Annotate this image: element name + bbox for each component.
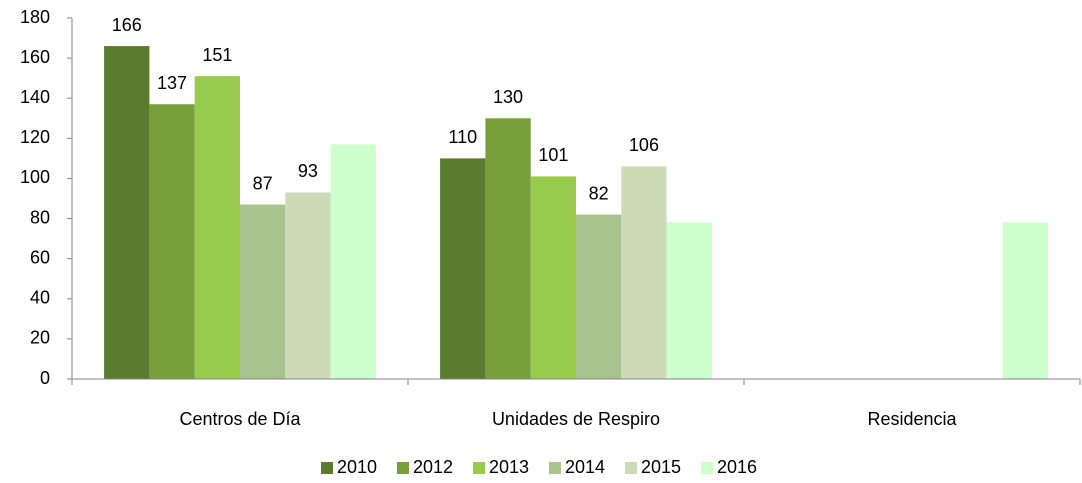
data-label: 87 [253,173,273,193]
bar [104,46,150,379]
legend-label: 2016 [717,457,757,477]
bar [440,158,486,379]
bar [285,192,331,379]
data-label: 166 [112,15,142,35]
bar [621,166,667,379]
x-tick-label: Centros de Día [179,409,301,429]
data-label: 82 [589,183,609,203]
legend-label: 2013 [489,457,529,477]
bar [1002,222,1048,379]
data-label: 110 [448,127,477,147]
y-tick-label: 100 [20,167,50,187]
y-tick-label: 0 [40,368,50,388]
legend-swatch [549,462,561,474]
y-tick-label: 20 [30,328,50,348]
y-tick-label: 120 [20,127,50,147]
legend-swatch [625,462,637,474]
legend-swatch [321,462,333,474]
bar [666,222,712,379]
data-label: 101 [538,145,568,165]
data-label: 93 [298,161,318,181]
bar [530,176,576,379]
data-label: 137 [157,73,187,93]
x-tick-label: Residencia [867,409,957,429]
legend-label: 2012 [413,457,453,477]
bar [149,104,195,379]
y-tick-label: 40 [30,288,50,308]
y-tick-label: 80 [30,207,50,227]
x-tick-label: Unidades de Respiro [492,409,660,429]
y-tick-label: 140 [20,87,50,107]
legend-label: 2015 [641,457,681,477]
legend-swatch [397,462,409,474]
data-label: 130 [493,87,523,107]
bar [194,76,240,380]
y-tick-label: 180 [20,7,50,27]
bar [240,204,286,379]
bar [485,118,531,380]
legend-label: 2014 [565,457,605,477]
data-label: 151 [202,45,232,65]
bar [330,144,376,379]
y-tick-label: 160 [20,47,50,67]
legend-label: 2010 [337,457,377,477]
legend-swatch [701,462,713,474]
bar [576,214,622,379]
y-tick-label: 60 [30,247,50,267]
data-label: 106 [629,135,659,155]
legend-swatch [473,462,485,474]
